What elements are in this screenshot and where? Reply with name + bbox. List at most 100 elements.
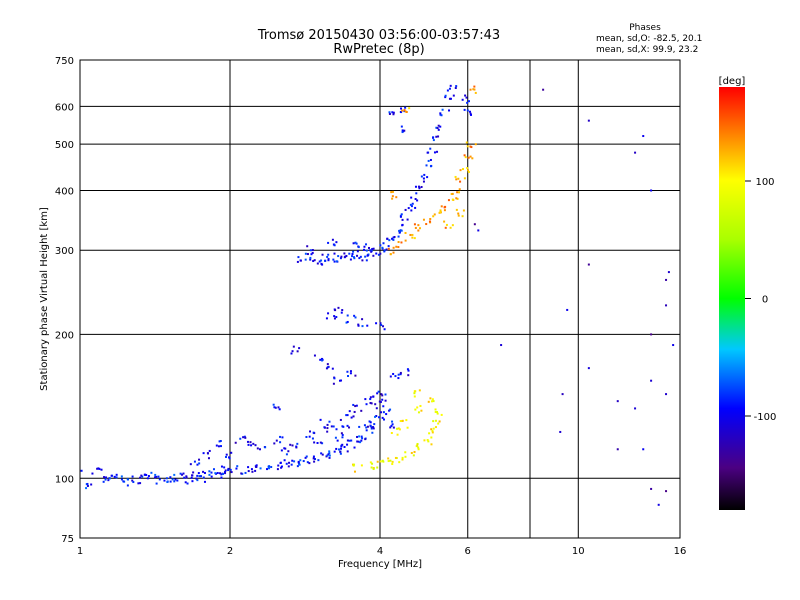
echo-point xyxy=(440,413,443,416)
echo-point xyxy=(345,254,348,257)
echo-point xyxy=(239,437,242,440)
echo-point xyxy=(387,247,390,250)
echo-point xyxy=(246,440,249,443)
echo-point xyxy=(217,445,220,448)
echo-point xyxy=(98,467,101,470)
echo-point xyxy=(471,157,474,160)
echo-point xyxy=(287,465,290,468)
echo-point xyxy=(198,458,201,461)
echo-point xyxy=(376,466,379,469)
echo-point xyxy=(413,450,416,453)
echo-point xyxy=(361,318,364,321)
echo-point xyxy=(500,344,503,347)
echo-point xyxy=(280,466,283,469)
echo-point xyxy=(414,206,417,209)
echo-point xyxy=(439,210,442,213)
echo-point xyxy=(218,440,221,443)
echo-point xyxy=(448,87,451,90)
echo-point xyxy=(449,97,452,100)
echo-point xyxy=(143,473,146,476)
echo-point xyxy=(405,419,408,422)
echo-point xyxy=(345,414,348,417)
echo-point xyxy=(364,398,367,401)
echo-point xyxy=(312,457,315,460)
echo-point xyxy=(400,107,403,110)
echo-point xyxy=(321,359,324,362)
echo-point xyxy=(311,249,314,252)
echo-point xyxy=(404,239,407,242)
echo-point xyxy=(650,487,653,490)
echo-point xyxy=(332,382,335,385)
echo-point xyxy=(398,230,401,233)
echo-point xyxy=(290,463,293,466)
echo-point xyxy=(131,475,134,478)
y-tick-label: 100 xyxy=(55,474,74,485)
echo-point xyxy=(444,96,447,99)
echo-point xyxy=(413,390,416,393)
echo-point xyxy=(389,375,392,378)
echo-point xyxy=(419,404,422,407)
echo-point xyxy=(472,88,475,91)
echo-point xyxy=(430,164,433,167)
echo-point xyxy=(327,453,330,456)
echo-point xyxy=(357,440,360,443)
echo-point xyxy=(306,253,309,256)
echo-point xyxy=(383,250,386,253)
echo-point xyxy=(208,470,211,473)
echo-point xyxy=(365,429,368,432)
echo-point xyxy=(147,475,150,478)
echo-point xyxy=(276,468,279,471)
echo-point xyxy=(390,424,393,427)
y-tick-label: 750 xyxy=(55,56,74,67)
echo-point xyxy=(230,451,233,454)
echo-point xyxy=(416,442,419,445)
echo-point xyxy=(115,476,118,479)
echo-point xyxy=(280,449,283,452)
echo-point xyxy=(198,462,201,465)
echo-point xyxy=(273,442,276,445)
echo-point xyxy=(326,366,329,369)
echo-point xyxy=(310,253,313,256)
echo-point xyxy=(380,393,383,396)
echo-point xyxy=(399,214,402,217)
echo-point xyxy=(391,111,394,114)
echo-point xyxy=(431,398,434,401)
echo-point xyxy=(216,472,219,475)
echo-point xyxy=(360,439,363,442)
echo-point xyxy=(385,248,388,251)
echo-point xyxy=(378,400,381,403)
echo-point xyxy=(328,452,331,455)
echo-point xyxy=(356,250,359,253)
echo-point xyxy=(331,367,334,370)
echo-point xyxy=(400,241,403,244)
echo-point xyxy=(107,479,110,482)
echo-point xyxy=(406,426,409,429)
echo-point xyxy=(407,374,410,377)
echo-point xyxy=(387,457,390,460)
echo-point xyxy=(105,476,108,479)
echo-point xyxy=(417,411,420,414)
echo-point xyxy=(388,111,391,114)
echo-point xyxy=(313,460,316,463)
echo-point xyxy=(377,390,380,393)
echo-point xyxy=(382,325,385,328)
echo-point xyxy=(215,444,218,447)
echo-point xyxy=(320,262,323,265)
echo-point xyxy=(381,459,384,462)
echo-point xyxy=(387,245,390,248)
echo-point xyxy=(225,453,228,456)
echo-point xyxy=(347,375,350,378)
chart-title: Tromsø 20150430 03:56:00-03:57:43 xyxy=(257,28,500,43)
echo-point xyxy=(353,314,356,317)
echo-point xyxy=(185,475,188,478)
echo-point xyxy=(306,245,309,248)
echo-point xyxy=(437,135,440,138)
echo-point xyxy=(313,354,316,357)
echo-point xyxy=(326,427,329,430)
echo-point xyxy=(416,199,419,202)
echo-point xyxy=(370,466,373,469)
echo-point xyxy=(369,398,372,401)
echo-point xyxy=(304,258,307,261)
echo-point xyxy=(444,226,447,229)
echo-point xyxy=(304,252,307,255)
